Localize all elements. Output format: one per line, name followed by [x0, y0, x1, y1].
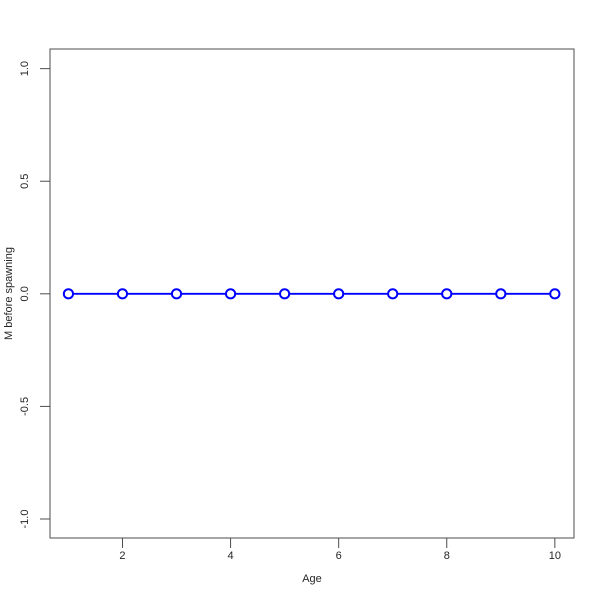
svg-text:4: 4 [228, 550, 234, 562]
svg-text:-0.5: -0.5 [19, 397, 31, 416]
svg-text:1.0: 1.0 [19, 61, 31, 76]
svg-text:8: 8 [444, 550, 450, 562]
svg-text:2: 2 [119, 550, 125, 562]
svg-text:10: 10 [549, 550, 561, 562]
svg-text:0.0: 0.0 [19, 286, 31, 301]
svg-text:0.5: 0.5 [19, 174, 31, 189]
svg-text:6: 6 [336, 550, 342, 562]
svg-text:-1.0: -1.0 [19, 510, 31, 529]
svg-text:Age: Age [302, 573, 322, 585]
svg-text:M before spawning: M before spawning [3, 247, 15, 340]
